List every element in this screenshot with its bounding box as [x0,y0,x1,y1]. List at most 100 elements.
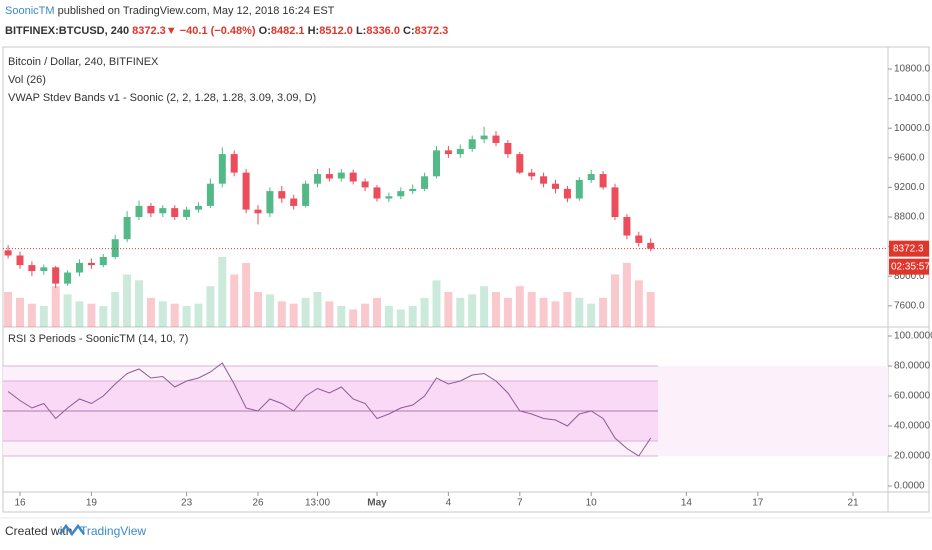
candle-body [28,265,36,272]
volume-bar [646,292,655,327]
x-tick-label: 21 [847,498,859,509]
candle-body [16,255,24,266]
candle-body [87,262,95,266]
candle-body [540,176,548,184]
y-tick-label: 9600.0 [894,152,925,163]
volume-bar [349,309,358,327]
y-tick-label: 7600.0 [894,300,925,311]
candle-body [623,217,631,236]
y-tick-label: 10000.0 [894,123,931,134]
volume-bar [218,257,227,327]
volume-bar [194,303,203,327]
candle-body [99,256,107,266]
volume-bar [51,286,60,327]
candle-body [433,150,440,177]
candle-body [123,217,131,240]
candle-body [40,267,48,272]
candle-body [278,191,286,199]
y-tick-label: 100.0000 [894,331,932,342]
x-tick-label: 19 [86,498,98,509]
high-key: H: [308,25,320,37]
candle-body [635,235,643,243]
candle-body [147,205,155,214]
x-tick-label: 4 [446,498,452,509]
quote-line: BITFINEX:BTCUSD, 240 8372.3▼ −40.1 (−0.4… [5,25,448,37]
countdown-box [889,258,929,275]
candle-body [111,239,119,257]
volume-bar [27,303,36,327]
volume-bar [39,306,48,327]
candle-body [4,250,12,256]
candle-body [587,174,595,181]
candle-body [135,205,143,218]
x-tick-label: 17 [752,498,764,509]
volume-bar [468,294,477,327]
y-tick-label: 20.0000 [894,451,931,462]
volume-bar [170,303,179,327]
candle-body [349,172,357,182]
candle-body [254,209,262,214]
close: 8372.3 [415,25,449,37]
candle-body [575,180,583,199]
pane-title: Bitcoin / Dollar, 240, BITFINEX [8,56,159,68]
open-key: O: [259,25,271,37]
volume-bar [432,280,441,327]
volume-bar [634,280,643,327]
candle-body [230,154,238,173]
volume-bar [277,301,286,327]
volume-bar [361,303,370,327]
y-tick-label: 0.0000 [894,481,925,492]
author[interactable]: SoonicTM [5,5,55,17]
change: −40.1 (−0.48%) [180,25,256,37]
x-tick-label: 14 [681,498,693,509]
candle-body [361,181,369,188]
volume-bar [420,297,429,327]
candle-body [159,208,167,214]
x-tick-label: 16 [14,498,26,509]
candle-body [314,174,321,184]
candle-body [266,191,274,214]
candle-body [325,174,333,179]
volume-bar [242,262,251,327]
volume-bar [313,292,322,327]
candle-body [242,172,250,210]
volume-layer [4,257,655,327]
volume-bar [265,294,274,327]
price: 8372.3 [132,25,166,37]
candle-body [552,183,559,189]
last-price-label: 8372.3 [893,243,924,254]
candle-body [421,176,429,189]
volume-bar [111,292,120,327]
volume-bar [87,303,96,327]
volume-bar [384,306,393,327]
candle-body [302,183,310,206]
candle-body [171,208,179,218]
volume-bar [503,297,512,327]
rsi-line [7,362,652,457]
candle-body [206,183,214,206]
volume-bar [4,292,13,327]
y-tick-label: 80.0000 [894,361,931,372]
volume-bar [408,306,417,327]
close-key: C: [403,25,415,37]
footer-brand[interactable]: TradingView [80,524,146,538]
header-line: SoonicTM published on TradingView.com, M… [5,5,335,17]
x-tick-label: 7 [517,498,523,509]
volume-bar [182,306,191,327]
candle-body [183,209,191,218]
x-tick-label: 10 [586,498,598,509]
volume-bar [135,280,143,327]
volume-bar [444,292,453,327]
volume-bar [611,274,619,327]
x-tick-label: 13:00 [305,498,330,509]
plot-layer: 7600.08000.08400.08800.09200.09600.01000… [3,64,932,509]
candle-body [647,242,655,249]
candle-body [337,172,345,179]
volume-bar [396,309,405,327]
candle-body [444,150,452,155]
y-tick-label: 9200.0 [894,182,925,193]
high: 8512.0 [319,25,353,37]
candle-body [195,205,202,210]
footer-text: Created with [5,524,72,538]
